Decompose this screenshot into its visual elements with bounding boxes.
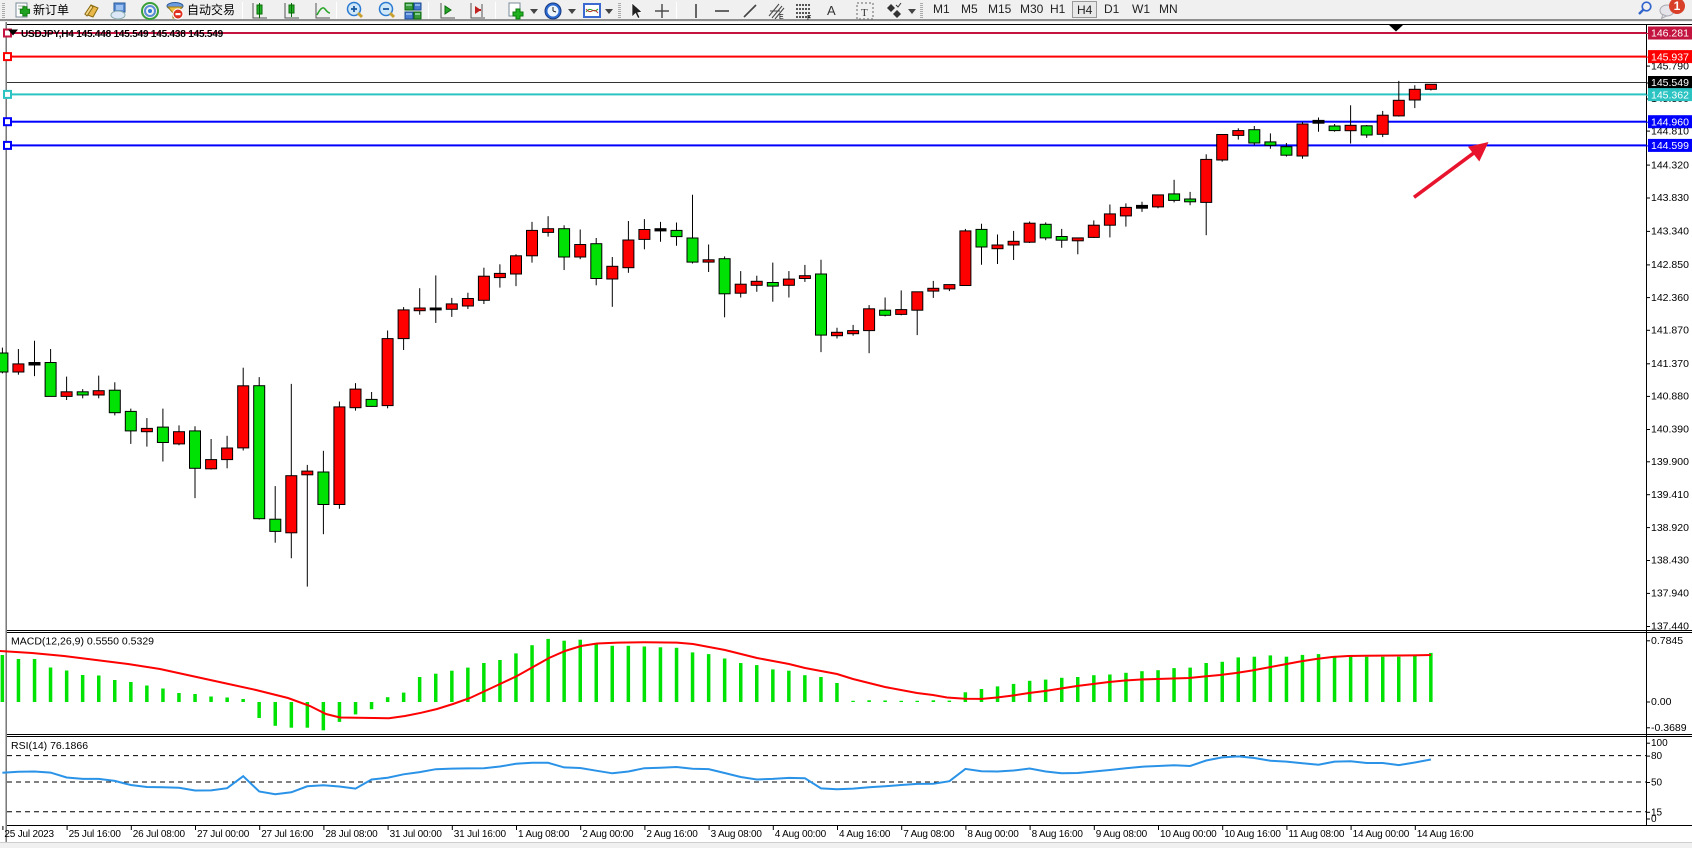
- svg-text:144.960: 144.960: [1651, 116, 1689, 128]
- svg-text:25 Jul 16:00: 25 Jul 16:00: [69, 829, 122, 840]
- svg-text:USDJPY,H4 145.448 145.549 145: USDJPY,H4 145.448 145.549 145.438 145.54…: [21, 29, 224, 40]
- svg-text:9 Aug 08:00: 9 Aug 08:00: [1096, 829, 1148, 840]
- svg-text:137.940: 137.940: [1651, 588, 1689, 600]
- svg-text:14 Aug 00:00: 14 Aug 00:00: [1353, 829, 1410, 840]
- svg-text:138.920: 138.920: [1651, 522, 1689, 534]
- svg-text:-0.3689: -0.3689: [1651, 722, 1687, 734]
- svg-text:25 Jul 2023: 25 Jul 2023: [4, 829, 54, 840]
- svg-text:0.00: 0.00: [1651, 696, 1672, 708]
- svg-text:4 Aug 00:00: 4 Aug 00:00: [775, 829, 827, 840]
- svg-text:50: 50: [1651, 778, 1663, 789]
- svg-text:27 Jul 00:00: 27 Jul 00:00: [197, 829, 250, 840]
- svg-text:11 Aug 08:00: 11 Aug 08:00: [1288, 829, 1344, 840]
- svg-text:2 Aug 16:00: 2 Aug 16:00: [646, 829, 698, 840]
- svg-text:7 Aug 08:00: 7 Aug 08:00: [903, 829, 955, 840]
- svg-text:8 Aug 16:00: 8 Aug 16:00: [1032, 829, 1084, 840]
- svg-text:139.410: 139.410: [1651, 489, 1689, 501]
- svg-text:1 Aug 08:00: 1 Aug 08:00: [518, 829, 570, 840]
- svg-text:8 Aug 00:00: 8 Aug 00:00: [967, 829, 1019, 840]
- svg-text:15: 15: [1651, 807, 1663, 818]
- svg-text:142.360: 142.360: [1651, 292, 1689, 304]
- svg-text:137.440: 137.440: [1651, 621, 1689, 633]
- svg-text:4 Aug 16:00: 4 Aug 16:00: [839, 829, 891, 840]
- svg-text:3 Aug 08:00: 3 Aug 08:00: [711, 829, 763, 840]
- svg-text:140.390: 140.390: [1651, 424, 1689, 436]
- svg-text:146.281: 146.281: [1651, 28, 1689, 40]
- svg-text:27 Jul 16:00: 27 Jul 16:00: [261, 829, 314, 840]
- svg-text:145.937: 145.937: [1651, 51, 1689, 63]
- svg-text:141.370: 141.370: [1651, 358, 1689, 370]
- svg-text:80: 80: [1651, 751, 1663, 762]
- svg-text:RSI(14) 76.1866: RSI(14) 76.1866: [11, 740, 88, 752]
- svg-text:143.340: 143.340: [1651, 226, 1689, 238]
- svg-text:26 Jul 08:00: 26 Jul 08:00: [133, 829, 186, 840]
- svg-text:142.850: 142.850: [1651, 259, 1689, 271]
- svg-text:100: 100: [1651, 738, 1668, 749]
- svg-text:31 Jul 16:00: 31 Jul 16:00: [454, 829, 507, 840]
- svg-text:144.810: 144.810: [1651, 125, 1689, 137]
- svg-text:138.430: 138.430: [1651, 555, 1689, 567]
- svg-text:139.900: 139.900: [1651, 456, 1689, 468]
- svg-text:144.320: 144.320: [1651, 159, 1689, 171]
- svg-text:28 Jul 08:00: 28 Jul 08:00: [325, 829, 378, 840]
- svg-text:140.880: 140.880: [1651, 391, 1689, 403]
- svg-text:0: 0: [1651, 814, 1657, 825]
- svg-text:143.830: 143.830: [1651, 192, 1689, 204]
- svg-text:F: F: [807, 15, 811, 21]
- svg-text:MACD(12,26,9) 0.5550 0.5329: MACD(12,26,9) 0.5550 0.5329: [11, 636, 154, 648]
- svg-text:31 Jul 00:00: 31 Jul 00:00: [390, 829, 443, 840]
- svg-text:14 Aug 16:00: 14 Aug 16:00: [1417, 829, 1474, 840]
- svg-text:E: E: [779, 14, 784, 21]
- svg-text:145.790: 145.790: [1651, 60, 1689, 72]
- svg-text:10 Aug 16:00: 10 Aug 16:00: [1224, 829, 1281, 840]
- svg-text:144.599: 144.599: [1651, 140, 1689, 152]
- svg-text:0.7845: 0.7845: [1651, 635, 1683, 647]
- svg-text:T: T: [861, 7, 868, 19]
- svg-text:10 Aug 00:00: 10 Aug 00:00: [1160, 829, 1217, 840]
- svg-text:145.549: 145.549: [1651, 77, 1689, 89]
- svg-text:145.362: 145.362: [1651, 89, 1689, 101]
- svg-text:2 Aug 00:00: 2 Aug 00:00: [582, 829, 634, 840]
- svg-text:141.870: 141.870: [1651, 325, 1689, 337]
